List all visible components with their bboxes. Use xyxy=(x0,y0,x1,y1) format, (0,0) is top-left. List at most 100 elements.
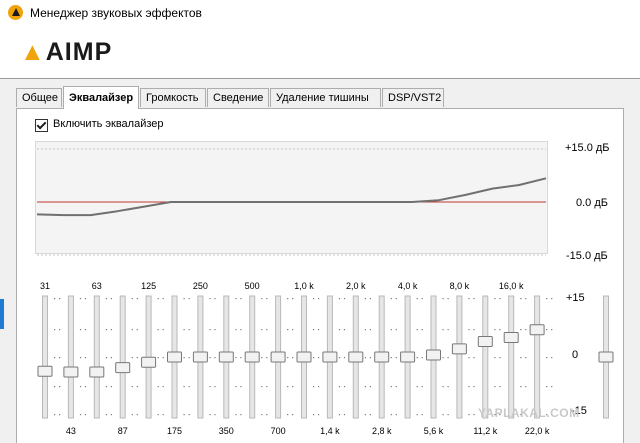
eq-band-tick xyxy=(473,414,475,416)
eq-band-label: 8,0 k xyxy=(450,281,470,291)
eq-band-tick xyxy=(395,298,397,300)
eq-band-label: 63 xyxy=(92,281,102,291)
eq-band-tick xyxy=(136,357,138,359)
eq-band-tick xyxy=(364,386,366,388)
eq-band-track[interactable] xyxy=(67,295,74,419)
eq-band-track[interactable] xyxy=(42,295,48,419)
eq-band-tick xyxy=(54,386,56,388)
eq-band-tick xyxy=(79,414,82,416)
eq-band-track[interactable] xyxy=(482,295,489,419)
eq-band-tick xyxy=(546,298,548,300)
eq-band-thumb[interactable] xyxy=(244,351,260,363)
eq-band-tick xyxy=(136,298,138,300)
eq-band-tick xyxy=(162,329,164,331)
tab-equalizer[interactable]: Эквалайзер xyxy=(63,86,139,109)
eq-band-tick xyxy=(390,357,392,359)
eq-band-thumb[interactable] xyxy=(296,351,312,363)
eq-band-tick xyxy=(131,298,133,300)
eq-band-tick xyxy=(131,329,133,331)
eq-band-tick xyxy=(520,414,522,416)
eq-band-tick xyxy=(79,298,82,300)
eq-band-tick xyxy=(343,414,346,416)
eq-band-tick xyxy=(84,386,87,388)
eq-band-tick xyxy=(364,357,366,359)
eq-band-tick xyxy=(54,298,56,300)
eq-band-tick xyxy=(292,357,294,359)
eq-band-thumb[interactable] xyxy=(63,366,79,378)
eq-band-tick xyxy=(84,329,87,331)
eq-band-tick xyxy=(447,329,449,331)
eq-band-tick xyxy=(188,329,190,331)
eq-band-thumb[interactable] xyxy=(141,356,157,368)
eq-band-label: 250 xyxy=(193,281,208,291)
eq-band-tick xyxy=(54,329,56,331)
eq-band-thumb[interactable] xyxy=(451,343,467,355)
eq-band-tick xyxy=(369,357,371,359)
eq-band-thumb[interactable] xyxy=(529,324,545,336)
eq-band-thumb[interactable] xyxy=(374,351,390,363)
eq-band-tick xyxy=(59,414,61,416)
eq-band-thumb[interactable] xyxy=(89,366,105,378)
enable-equalizer-checkbox[interactable] xyxy=(35,119,48,132)
eq-band-thumb[interactable] xyxy=(400,351,416,363)
tab-mixing[interactable]: Сведение xyxy=(207,88,269,107)
eq-band-tick xyxy=(364,329,366,331)
eq-band-tick xyxy=(390,298,392,300)
eq-band-tick xyxy=(390,414,392,416)
eq-band-thumb[interactable] xyxy=(322,351,338,363)
eq-band-track[interactable] xyxy=(534,295,541,419)
tab-dsp-vst2[interactable]: DSP/VST2 xyxy=(382,88,444,107)
eq-band-thumb[interactable] xyxy=(503,331,519,343)
preamp-thumb[interactable] xyxy=(598,351,614,363)
eq-band-tick xyxy=(59,329,61,331)
eq-band-tick xyxy=(54,357,56,359)
eq-band-tick xyxy=(369,298,371,300)
aimp-app-icon xyxy=(8,5,23,20)
eq-band-tick xyxy=(110,357,112,359)
logo-header: ▲AIMP xyxy=(0,26,640,79)
eq-band-tick xyxy=(266,386,268,388)
eq-band-tick xyxy=(188,414,190,416)
eq-bands-layer: 31 43 63 87 125 175 250 350 500 700 1,0 k 1,4 k 2,0 … xyxy=(37,281,553,436)
eq-band-track[interactable] xyxy=(456,295,463,419)
eq-band-tick xyxy=(105,329,107,331)
eq-band-tick xyxy=(473,357,475,359)
eq-band-tick xyxy=(105,414,107,416)
eq-band-thumb[interactable] xyxy=(115,362,131,374)
tab-silence-removal[interactable]: Удаление тишины xyxy=(270,88,381,107)
eq-band-tick xyxy=(79,357,82,359)
eq-band-thumb[interactable] xyxy=(426,349,441,361)
eq-band-label: 11,2 k xyxy=(473,426,497,436)
eq-band-tick xyxy=(235,414,237,416)
eq-band-track[interactable] xyxy=(119,295,126,419)
eq-band-tick xyxy=(136,329,138,331)
eq-band-thumb[interactable] xyxy=(192,351,208,363)
eq-band-label: 31 xyxy=(40,281,50,291)
eq-band-tick xyxy=(390,386,392,388)
eq-band-tick xyxy=(318,298,320,300)
eq-band-tick xyxy=(416,298,418,300)
tab-general[interactable]: Общее xyxy=(16,88,62,107)
eq-band-tick xyxy=(209,357,211,359)
eq-band-tick xyxy=(287,298,289,300)
eq-band-track[interactable] xyxy=(93,295,100,419)
eq-band-track[interactable] xyxy=(508,295,515,419)
eq-band-tick xyxy=(209,298,211,300)
eq-band-tick xyxy=(131,386,133,388)
eq-band-tick xyxy=(188,357,190,359)
eq-band-thumb[interactable] xyxy=(167,351,182,363)
eq-band-tick xyxy=(499,329,501,331)
eq-band-thumb[interactable] xyxy=(348,351,364,363)
eq-band-tick xyxy=(287,357,289,359)
eq-band-thumb[interactable] xyxy=(477,336,493,348)
eq-band-tick xyxy=(551,357,553,359)
eq-band-label: 22,0 k xyxy=(525,426,550,436)
eq-band-tick xyxy=(183,414,185,416)
eq-band-tick xyxy=(499,386,501,388)
tab-volume[interactable]: Громкость xyxy=(140,88,206,107)
eq-band-thumb[interactable] xyxy=(218,351,234,363)
eq-band-thumb[interactable] xyxy=(270,351,286,363)
eq-band-tick xyxy=(551,329,553,331)
eq-band-thumb[interactable] xyxy=(37,365,53,377)
